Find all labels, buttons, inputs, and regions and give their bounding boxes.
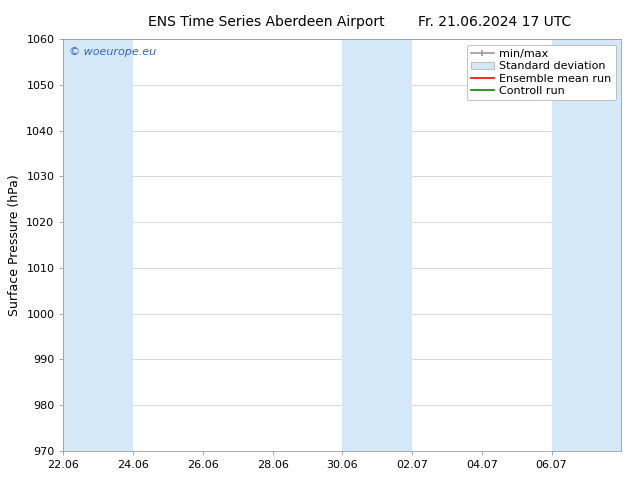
Legend: min/max, Standard deviation, Ensemble mean run, Controll run: min/max, Standard deviation, Ensemble me… [467,45,616,100]
Bar [552,39,621,451]
Text: ENS Time Series Aberdeen Airport: ENS Time Series Aberdeen Airport [148,15,385,29]
Y-axis label: Surface Pressure (hPa): Surface Pressure (hPa) [8,174,21,316]
Bar [342,39,412,451]
Text: © woeurope.eu: © woeurope.eu [69,48,156,57]
Text: Fr. 21.06.2024 17 UTC: Fr. 21.06.2024 17 UTC [418,15,571,29]
Bar [63,39,133,451]
